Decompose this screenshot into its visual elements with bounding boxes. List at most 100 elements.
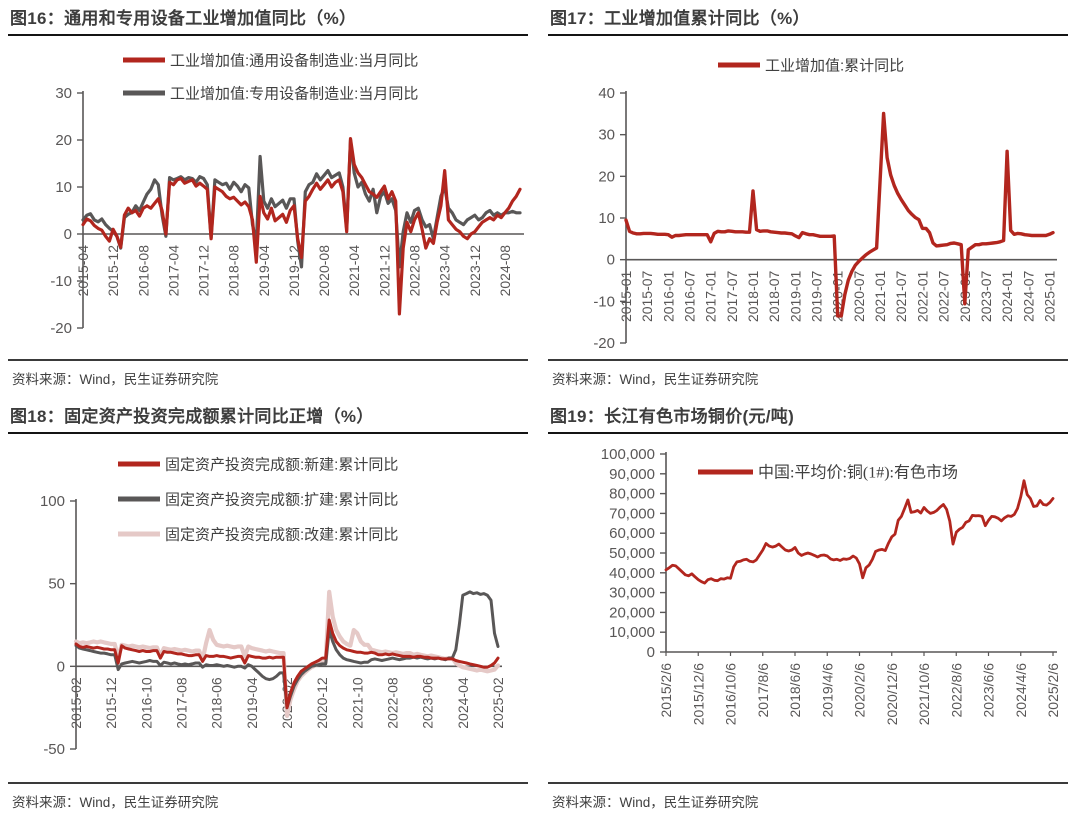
svg-text:20: 20: [55, 132, 72, 149]
svg-text:2016/10/6: 2016/10/6: [723, 663, 739, 725]
svg-text:80,000: 80,000: [609, 486, 655, 503]
svg-text:2018-06: 2018-06: [209, 677, 225, 729]
svg-text:2022-08: 2022-08: [407, 245, 423, 297]
svg-text:2024-08: 2024-08: [497, 245, 513, 297]
svg-text:30,000: 30,000: [609, 585, 655, 602]
svg-text:2018-01: 2018-01: [745, 271, 761, 323]
svg-text:0: 0: [607, 252, 615, 269]
svg-text:2023-07: 2023-07: [978, 271, 994, 323]
chart-title-fig18: 图18：固定资产投资完成额累计同比正增（%）: [8, 404, 528, 435]
svg-text:2017-07: 2017-07: [724, 271, 740, 323]
svg-text:2025-02: 2025-02: [490, 677, 506, 729]
svg-text:50,000: 50,000: [609, 545, 655, 562]
svg-text:2017-12: 2017-12: [196, 245, 212, 297]
svg-text:2023-12: 2023-12: [467, 245, 483, 297]
chart-panel-fig16: 图16：通用和专用设备工业增加值同比（%） 30 20 10 0 -10 -20 2015-…: [0, 0, 540, 398]
svg-text:2023-04: 2023-04: [437, 245, 453, 297]
svg-text:工业增加值:通用设备制造业:当月同比: 工业增加值:通用设备制造业:当月同比: [170, 53, 418, 70]
svg-text:固定资产投资完成额:改建:累计同比: 固定资产投资完成额:改建:累计同比: [165, 527, 398, 544]
svg-text:2015-02: 2015-02: [68, 677, 84, 729]
svg-text:2020-08: 2020-08: [316, 245, 332, 297]
source-note: 资料来源：Wind，民生证券研究院: [8, 782, 528, 811]
svg-text:2015-01: 2015-01: [618, 271, 634, 323]
svg-text:10,000: 10,000: [609, 624, 655, 641]
chart-title-fig16: 图16：通用和专用设备工业增加值同比（%）: [8, 6, 528, 37]
svg-text:2019-04: 2019-04: [244, 677, 260, 729]
svg-text:-10: -10: [50, 273, 72, 290]
svg-text:2024/4/6: 2024/4/6: [1013, 663, 1029, 718]
svg-text:2015/2/6: 2015/2/6: [658, 663, 674, 718]
svg-text:-20: -20: [593, 335, 615, 348]
svg-text:70,000: 70,000: [609, 506, 655, 523]
svg-text:2019-12: 2019-12: [286, 245, 302, 297]
svg-text:10: 10: [55, 179, 72, 196]
svg-text:-50: -50: [43, 741, 65, 758]
svg-text:2015/12/6: 2015/12/6: [690, 663, 706, 725]
svg-text:2022/8/6: 2022/8/6: [948, 663, 964, 718]
svg-text:中国:平均价:铜(1#):有色市场: 中国:平均价:铜(1#):有色市场: [758, 464, 958, 482]
chart-panel-fig17: 图17：工业增加值累计同比（%） 40 30 20 10 0 -10 -20 2015-01 2…: [540, 0, 1080, 398]
line-chart-fig16: 30 20 10 0 -10 -20 2015-04 2015-12 2016-08 2017-0…: [50, 53, 524, 337]
svg-text:2016-08: 2016-08: [135, 245, 151, 297]
chart-title-fig17: 图17：工业增加值累计同比（%）: [548, 6, 1068, 37]
svg-text:2024-04: 2024-04: [455, 677, 471, 729]
svg-text:2018-08: 2018-08: [226, 245, 242, 297]
svg-text:2015-12: 2015-12: [103, 677, 119, 729]
svg-text:-10: -10: [593, 294, 615, 311]
svg-text:30: 30: [55, 85, 72, 102]
svg-text:2020/2/6: 2020/2/6: [852, 663, 868, 718]
svg-text:2022-08: 2022-08: [385, 677, 401, 729]
source-note: 资料来源：Wind，民生证券研究院: [8, 359, 528, 388]
svg-text:-20: -20: [50, 320, 72, 337]
svg-text:2022-01: 2022-01: [914, 271, 930, 323]
source-note: 资料来源：Wind，民生证券研究院: [548, 359, 1068, 388]
svg-text:2019-04: 2019-04: [256, 245, 272, 297]
svg-text:固定资产投资完成额:扩建:累计同比: 固定资产投资完成额:扩建:累计同比: [165, 492, 398, 509]
svg-text:60,000: 60,000: [609, 525, 655, 542]
svg-text:2017-01: 2017-01: [703, 271, 719, 323]
svg-text:2022-07: 2022-07: [936, 271, 952, 323]
svg-text:0: 0: [57, 659, 65, 676]
svg-text:90,000: 90,000: [609, 466, 655, 483]
source-note: 资料来源：Wind，民生证券研究院: [548, 782, 1068, 811]
svg-text:2020-12: 2020-12: [314, 677, 330, 729]
svg-text:2019-01: 2019-01: [787, 271, 803, 323]
svg-text:20: 20: [598, 169, 615, 186]
svg-text:10: 10: [598, 210, 615, 227]
svg-text:20,000: 20,000: [609, 605, 655, 622]
svg-text:50: 50: [48, 576, 65, 593]
svg-text:2016-07: 2016-07: [682, 271, 698, 323]
svg-text:2023/6/6: 2023/6/6: [981, 663, 997, 718]
svg-text:2020-07: 2020-07: [851, 271, 867, 323]
svg-text:2021-01: 2021-01: [872, 271, 888, 323]
svg-text:2021-07: 2021-07: [893, 271, 909, 323]
svg-text:2018-07: 2018-07: [766, 271, 782, 323]
svg-text:2021-04: 2021-04: [346, 245, 362, 297]
svg-text:2025/2/6: 2025/2/6: [1045, 663, 1061, 718]
svg-text:2016-10: 2016-10: [138, 677, 154, 729]
chart-panel-fig19: 图19：长江有色市场铜价(元/吨) 100,000 90,000 80,000 70,…: [540, 398, 1080, 821]
svg-text:2025-01: 2025-01: [1041, 271, 1057, 323]
svg-text:100,000: 100,000: [601, 446, 655, 463]
svg-text:2015-07: 2015-07: [639, 271, 655, 323]
svg-text:0: 0: [64, 226, 72, 243]
svg-text:2017/8/6: 2017/8/6: [755, 663, 771, 718]
svg-text:2019-07: 2019-07: [809, 271, 825, 323]
svg-text:2019/4/6: 2019/4/6: [819, 663, 835, 718]
svg-text:2018/6/6: 2018/6/6: [787, 663, 803, 718]
svg-text:40,000: 40,000: [609, 565, 655, 582]
svg-text:2015-04: 2015-04: [75, 245, 91, 297]
svg-text:100: 100: [40, 493, 65, 510]
svg-text:2024-07: 2024-07: [1020, 271, 1036, 323]
svg-text:0: 0: [647, 644, 655, 661]
svg-text:2021-10: 2021-10: [349, 677, 365, 729]
svg-text:2017-04: 2017-04: [165, 245, 181, 297]
svg-text:2021/10/6: 2021/10/6: [916, 663, 932, 725]
svg-text:工业增加值:累计同比: 工业增加值:累计同比: [765, 58, 904, 75]
svg-text:2015-12: 2015-12: [105, 245, 121, 297]
svg-text:2024-01: 2024-01: [999, 271, 1015, 323]
svg-text:2016-01: 2016-01: [660, 271, 676, 323]
